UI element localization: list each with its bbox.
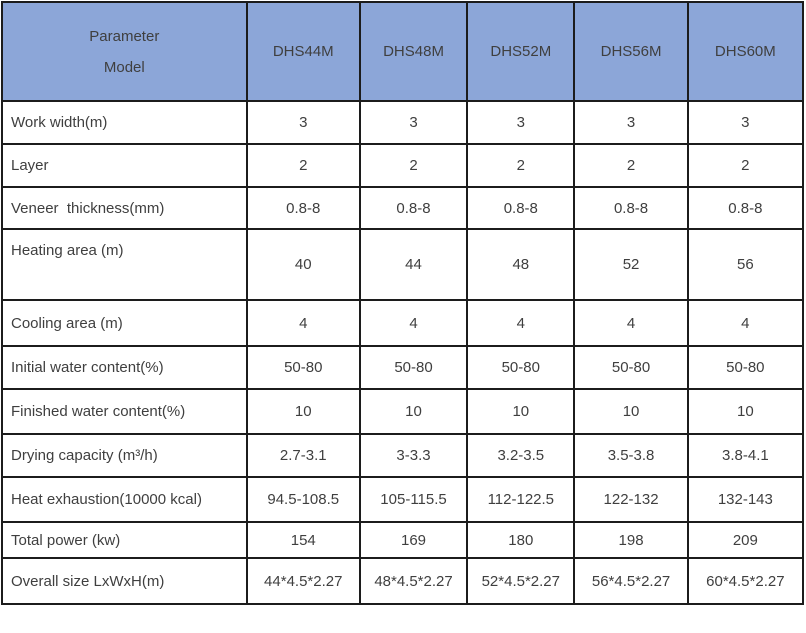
value-cell: 2 [686, 143, 805, 188]
value-cell: 154 [245, 521, 361, 559]
value-cell: 44*4.5*2.27 [245, 557, 361, 605]
value-cell: 3.5-3.8 [573, 433, 689, 478]
spec-table-container: Parameter Model DHS44M DHS48M DHS52M DHS56M… [1, 1, 805, 605]
value-cell: 10 [466, 388, 576, 435]
value-cell: 3 [466, 100, 576, 145]
value-cell: 52 [573, 228, 689, 301]
value-cell: 105-115.5 [358, 476, 469, 523]
row-label: Drying capacity (m³/h) [1, 433, 248, 478]
value-cell: 4 [573, 299, 689, 347]
value-cell: 3 [686, 100, 805, 145]
row-label: Finished water content(%) [1, 388, 248, 435]
value-cell: 44 [358, 228, 469, 301]
value-cell: 169 [358, 521, 469, 559]
table-row: Initial water content(%) 50-80 50-80 50-80 5… [1, 345, 805, 390]
value-cell: 0.8-8 [573, 186, 689, 230]
value-cell: 0.8-8 [358, 186, 469, 230]
value-cell: 4 [466, 299, 576, 347]
value-cell: 94.5-108.5 [245, 476, 361, 523]
value-cell: 48 [466, 228, 576, 301]
value-cell: 48*4.5*2.27 [358, 557, 469, 605]
value-cell: 2 [358, 143, 469, 188]
value-cell: 56*4.5*2.27 [573, 557, 689, 605]
value-cell: 0.8-8 [686, 186, 805, 230]
value-cell: 10 [358, 388, 469, 435]
table-row: Work width(m) 3 3 3 3 3 [1, 100, 805, 145]
value-cell: 10 [686, 388, 805, 435]
value-cell: 3.2-3.5 [466, 433, 576, 478]
value-cell: 122-132 [573, 476, 689, 523]
value-cell: 3 [245, 100, 361, 145]
table-row: Drying capacity (m³/h) 2.7-3.1 3-3.3 3.2-3.… [1, 433, 805, 478]
table-body: Work width(m) 3 3 3 3 3 Layer 2 2 2 2 2 Veneer thick… [1, 100, 805, 605]
table-row: Cooling area (m) 4 4 4 4 4 [1, 299, 805, 347]
value-cell: 180 [466, 521, 576, 559]
table-row: Total power (kw) 154 169 180 198 209 [1, 521, 805, 559]
value-cell: 3 [573, 100, 689, 145]
corner-header-cell: Parameter Model [1, 1, 248, 102]
corner-parameter-label: Parameter [89, 27, 160, 45]
value-cell: 3 [358, 100, 469, 145]
model-column-header: DHS60M [686, 1, 805, 102]
value-cell: 3.8-4.1 [686, 433, 805, 478]
value-cell: 2 [573, 143, 689, 188]
row-label: Overall size LxWxH(m) [1, 557, 248, 605]
header-row: Parameter Model DHS44M DHS48M DHS52M DHS56M… [1, 1, 805, 102]
table-header: Parameter Model DHS44M DHS48M DHS52M DHS56M… [1, 1, 805, 102]
table-row: Layer 2 2 2 2 2 [1, 143, 805, 188]
value-cell: 50-80 [358, 345, 469, 390]
row-label: Work width(m) [1, 100, 248, 145]
table-row: Veneer thickness(mm) 0.8-8 0.8-8 0.8-8 0.8-8… [1, 186, 805, 230]
value-cell: 50-80 [245, 345, 361, 390]
value-cell: 0.8-8 [245, 186, 361, 230]
row-label: Layer [1, 143, 248, 188]
value-cell: 2.7-3.1 [245, 433, 361, 478]
corner-model-label: Model [103, 58, 145, 76]
value-cell: 40 [245, 228, 361, 301]
value-cell: 4 [686, 299, 805, 347]
row-label: Heat exhaustion(10000 kcal) [1, 476, 248, 523]
row-label: Cooling area (m) [1, 299, 248, 347]
value-cell: 60*4.5*2.27 [686, 557, 805, 605]
value-cell: 2 [466, 143, 576, 188]
value-cell: 50-80 [686, 345, 805, 390]
value-cell: 50-80 [466, 345, 576, 390]
value-cell: 56 [686, 228, 805, 301]
row-label: Initial water content(%) [1, 345, 248, 390]
row-label: Total power (kw) [1, 521, 248, 559]
value-cell: 3-3.3 [358, 433, 469, 478]
value-cell: 2 [245, 143, 361, 188]
value-cell: 4 [245, 299, 361, 347]
model-column-header: DHS48M [358, 1, 469, 102]
row-label: Heating area (m) [1, 228, 248, 301]
value-cell: 132-143 [686, 476, 805, 523]
value-cell: 4 [358, 299, 469, 347]
model-column-header: DHS56M [573, 1, 689, 102]
value-cell: 198 [573, 521, 689, 559]
table-row: Heat exhaustion(10000 kcal) 94.5-108.5 105… [1, 476, 805, 523]
row-label: Veneer thickness(mm) [1, 186, 248, 230]
value-cell: 209 [686, 521, 805, 559]
value-cell: 0.8-8 [466, 186, 576, 230]
value-cell: 52*4.5*2.27 [466, 557, 576, 605]
value-cell: 10 [573, 388, 689, 435]
table-row: Overall size LxWxH(m) 44*4.5*2.27 48*4.5*2… [1, 557, 805, 605]
value-cell: 50-80 [573, 345, 689, 390]
table-row: Heating area (m) 40 44 48 52 56 [1, 228, 805, 301]
model-column-header: DHS44M [245, 1, 361, 102]
table-row: Finished water content(%) 10 10 10 10 10 [1, 388, 805, 435]
value-cell: 10 [245, 388, 361, 435]
value-cell: 112-122.5 [466, 476, 576, 523]
model-column-header: DHS52M [466, 1, 576, 102]
product-spec-table: Parameter Model DHS44M DHS48M DHS52M DHS56M… [1, 1, 805, 605]
